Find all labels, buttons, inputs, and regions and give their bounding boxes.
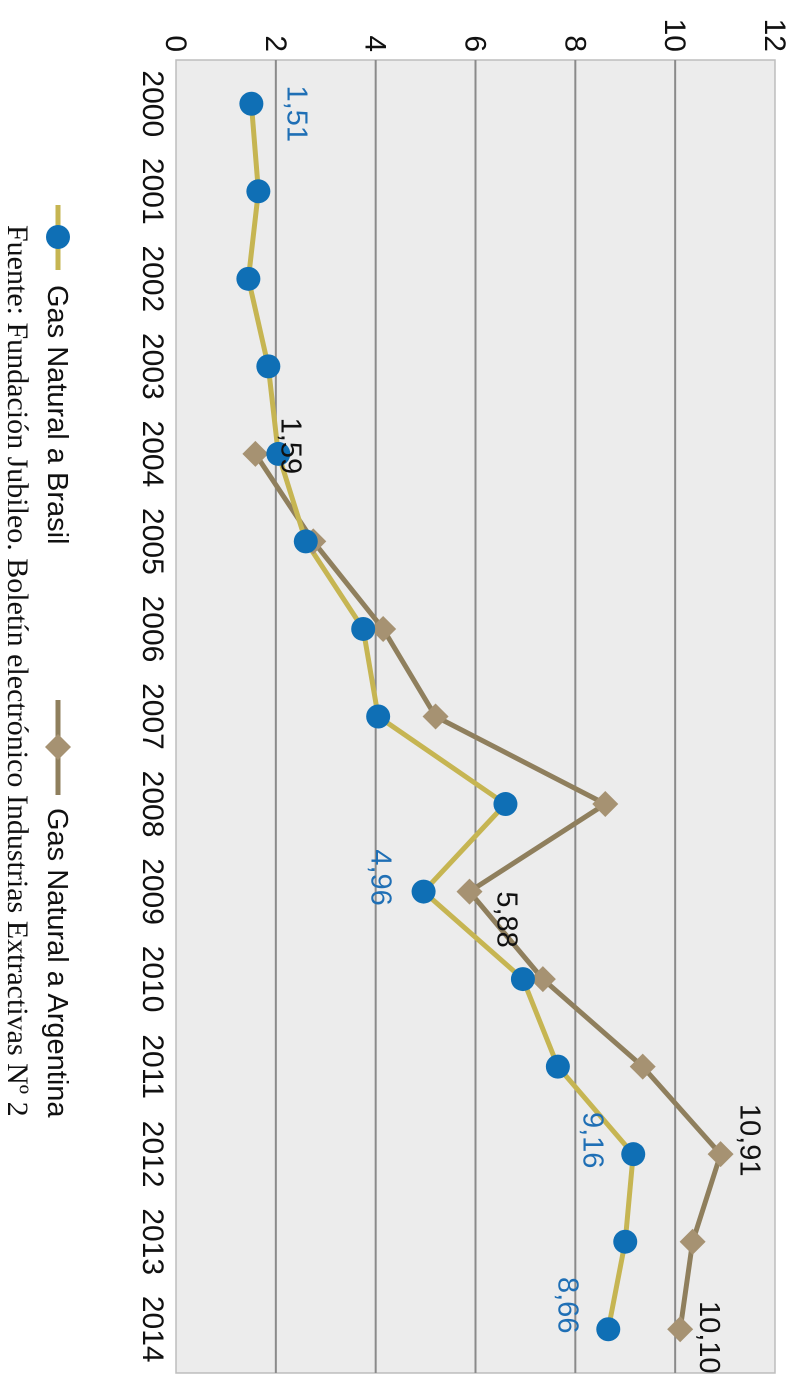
x-tick-label: 2009 [136, 858, 169, 925]
data-label: 5,88 [491, 891, 523, 947]
y-tick-label: 4 [359, 35, 392, 52]
y-tick-label: 8 [558, 35, 591, 52]
data-label: 9,16 [576, 1112, 608, 1168]
x-tick-label: 2011 [136, 1034, 169, 1099]
x-tick-label: 2002 [136, 245, 169, 312]
data-point-brasil [621, 1142, 646, 1167]
data-point-brasil [256, 354, 281, 379]
x-tick-label: 2014 [136, 1296, 169, 1363]
x-tick-label: 2001 [136, 158, 169, 225]
data-point-argentina [370, 615, 397, 642]
data-label: 10,10 [693, 1301, 725, 1374]
y-tick-label: 6 [459, 35, 492, 52]
data-point-argentina [456, 878, 483, 905]
data-point-brasil [236, 266, 261, 291]
legend-marker-brasil [46, 225, 70, 249]
data-point-brasil [596, 1317, 621, 1342]
x-tick-label: 2003 [136, 333, 169, 400]
data-point-brasil [545, 1054, 570, 1079]
data-point-brasil [293, 529, 318, 554]
data-point-brasil [493, 792, 518, 817]
legend-label-brasil: Gas Natural a Brasil [41, 285, 73, 545]
data-label: 1,51 [280, 86, 312, 142]
data-point-argentina [242, 440, 269, 467]
data-point-brasil [613, 1229, 638, 1254]
data-point-brasil [266, 441, 291, 466]
data-label: 8,66 [551, 1277, 583, 1333]
y-tick-label: 10 [658, 19, 691, 52]
data-label: 1,59 [274, 418, 306, 474]
data-label: 10,91 [734, 1104, 766, 1177]
x-tick-label: 2007 [136, 683, 169, 750]
source-note: Fuente: Fundación Jubileo. Boletín elect… [1, 225, 34, 1117]
data-point-brasil [246, 179, 271, 204]
y-tick-label: 12 [758, 19, 791, 52]
x-tick-label: 2008 [136, 771, 169, 838]
x-tick-label: 2006 [136, 596, 169, 663]
y-tick-label: 2 [259, 35, 292, 52]
x-tick-label: 2013 [136, 1208, 169, 1275]
data-point-brasil [239, 91, 264, 116]
data-point-brasil [366, 704, 391, 729]
data-label: 4,96 [365, 849, 397, 905]
data-point-brasil [411, 879, 436, 904]
x-tick-label: 2010 [136, 946, 169, 1013]
legend-label-argentina: Gas Natural a Argentina [41, 808, 73, 1118]
data-point-brasil [351, 616, 376, 641]
x-tick-label: 2000 [136, 70, 169, 137]
y-tick-label: 0 [159, 35, 192, 52]
x-tick-label: 2004 [136, 421, 169, 488]
x-tick-label: 2012 [136, 1121, 169, 1188]
x-tick-label: 2005 [136, 508, 169, 575]
data-point-argentina [422, 703, 449, 730]
data-point-brasil [510, 967, 535, 992]
legend-marker-argentina [45, 734, 71, 760]
